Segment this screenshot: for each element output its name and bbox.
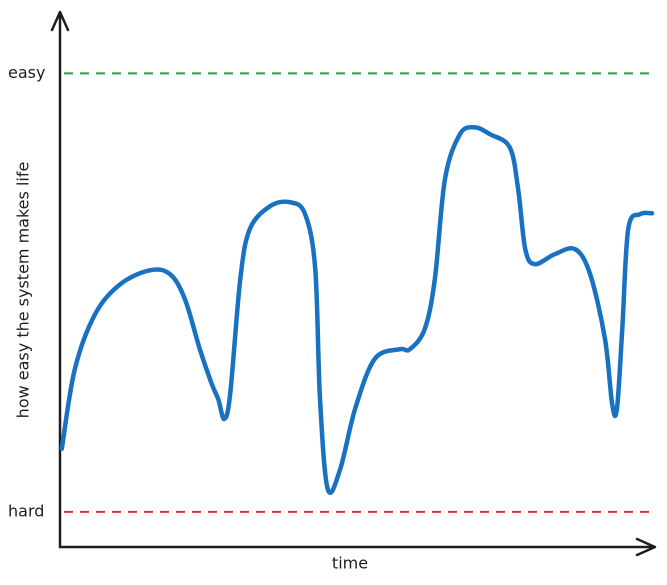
y-axis (50, 10, 70, 549)
reference-label: hard (8, 501, 44, 520)
y-axis-label: how easy the system makes life (14, 162, 33, 419)
reference-label: easy (8, 63, 45, 82)
axes (50, 10, 657, 557)
x-axis-label: time (332, 554, 368, 573)
x-axis (58, 537, 657, 557)
data-line (59, 124, 655, 495)
